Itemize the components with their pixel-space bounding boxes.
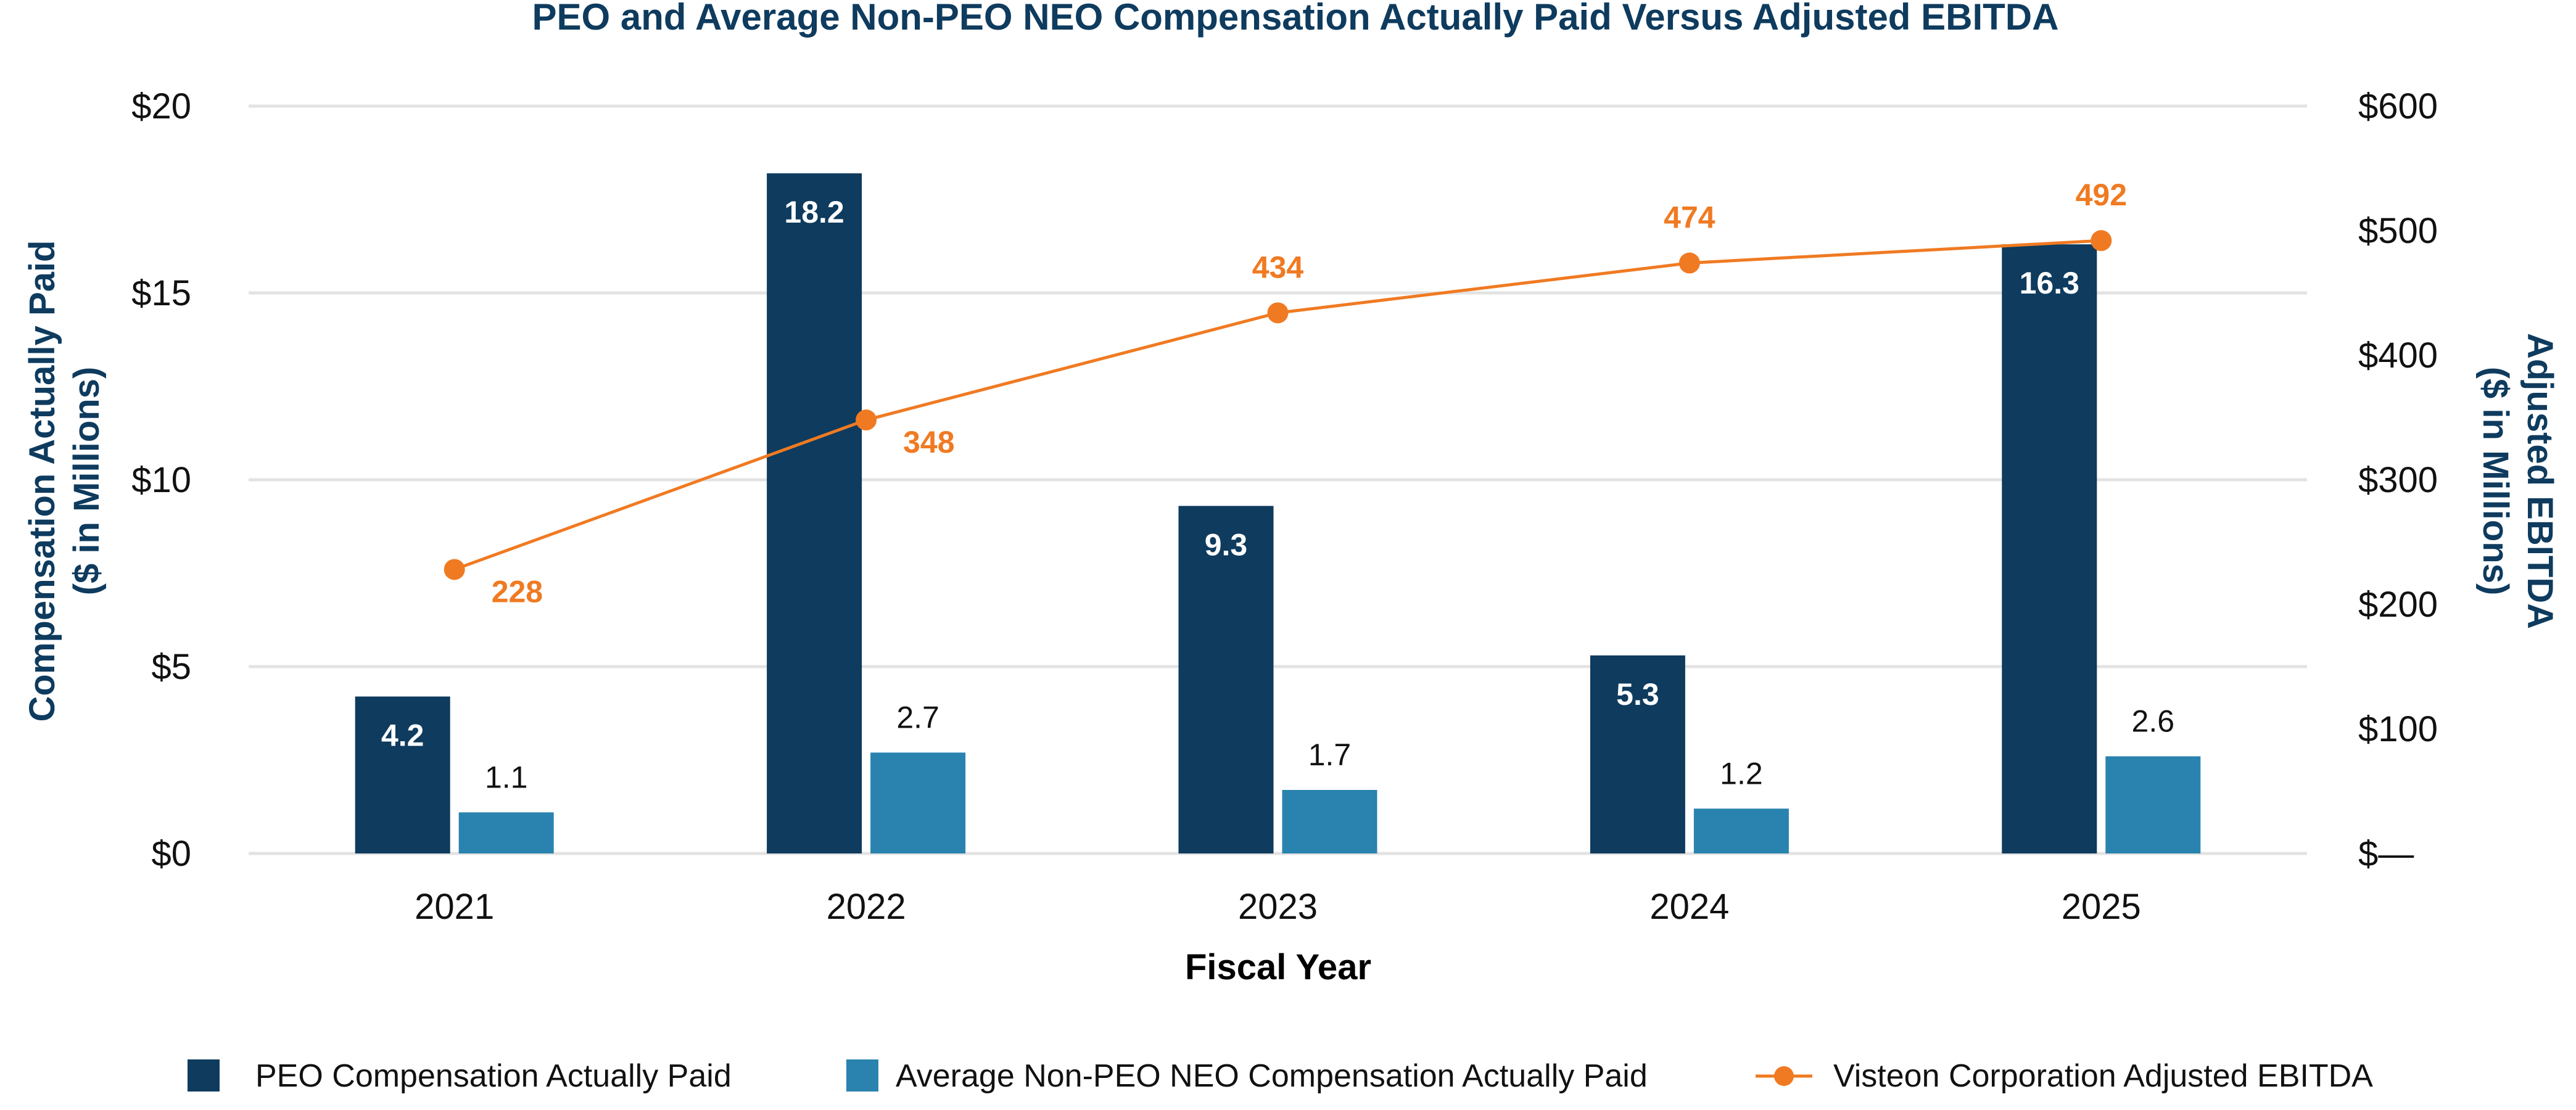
data-label-peo: 9.3 xyxy=(1205,527,1248,562)
legend-label-peo: PEO Compensation Actually Paid xyxy=(255,1058,732,1094)
legend-marker-ebitda xyxy=(1774,1066,1794,1086)
bar-non-peo[interactable] xyxy=(1693,808,1789,853)
ebitda-line-path xyxy=(453,239,2102,571)
data-label-non-peo: 1.7 xyxy=(1308,738,1352,772)
left-tick-label: $20 xyxy=(131,86,191,126)
left-tick-label: $5 xyxy=(151,647,191,687)
bar-peo[interactable] xyxy=(767,173,862,854)
legend-swatch-peo xyxy=(188,1059,220,1092)
x-axis-title: Fiscal Year xyxy=(1185,947,1371,987)
right-tick-label: $300 xyxy=(2358,460,2438,500)
right-tick-label: $600 xyxy=(2358,86,2438,126)
data-label-ebitda: 474 xyxy=(1664,200,1715,235)
bar-non-peo[interactable] xyxy=(1282,789,1377,853)
ebitda-point[interactable] xyxy=(2091,230,2112,252)
bar-non-peo[interactable] xyxy=(2105,756,2201,853)
ebitda-point[interactable] xyxy=(444,559,465,580)
legend-item-ebitda[interactable]: Visteon Corporation Adjusted EBITDA xyxy=(1756,1058,2373,1094)
right-tick-label: $400 xyxy=(2358,335,2438,376)
x-tick-label: 2021 xyxy=(415,887,494,927)
left-tick-label: $0 xyxy=(151,834,191,874)
right-axis-ticks: $— $100 $200 $300 $400 $500 $600 xyxy=(2358,86,2438,874)
data-label-ebitda: 348 xyxy=(903,425,954,459)
legend-item-peo[interactable]: PEO Compensation Actually Paid xyxy=(188,1058,732,1094)
bar-non-peo[interactable] xyxy=(458,812,554,853)
legend: PEO Compensation Actually Paid Average N… xyxy=(188,1058,2373,1094)
left-tick-label: $15 xyxy=(131,273,191,313)
data-label-non-peo: 1.2 xyxy=(1720,756,1763,791)
left-axis-title-line2: ($ in Millions) xyxy=(67,367,107,596)
x-tick-label: 2024 xyxy=(1649,887,1729,927)
data-label-peo: 18.2 xyxy=(784,195,844,229)
data-label-ebitda: 492 xyxy=(2076,178,2127,212)
bar-peo[interactable] xyxy=(1178,506,1274,853)
data-label-non-peo: 1.1 xyxy=(485,760,528,794)
bar-peo[interactable] xyxy=(355,696,450,853)
left-axis-ticks: $0 $5 $10 $15 $20 xyxy=(131,86,191,874)
ebitda-line: 228 348 434 474 492 xyxy=(444,178,2127,609)
data-label-non-peo: 2.6 xyxy=(2132,704,2175,738)
ebitda-point[interactable] xyxy=(856,409,877,431)
ebitda-point[interactable] xyxy=(1267,302,1289,324)
right-tick-label: $200 xyxy=(2358,585,2438,625)
ebitda-point[interactable] xyxy=(1678,252,1700,274)
bar-peo[interactable] xyxy=(1590,655,1685,853)
x-tick-label: 2022 xyxy=(827,887,906,927)
legend-label-ebitda: Visteon Corporation Adjusted EBITDA xyxy=(1833,1058,2373,1094)
x-tick-label: 2025 xyxy=(2062,887,2141,927)
data-label-ebitda: 228 xyxy=(492,574,543,609)
right-axis-title-line1: Adjusted EBITDA xyxy=(2520,333,2560,629)
legend-item-non-peo[interactable]: Average Non-PEO NEO Compensation Actuall… xyxy=(846,1058,1648,1094)
right-tick-label: $— xyxy=(2358,834,2414,874)
data-label-non-peo: 2.7 xyxy=(896,700,939,734)
left-axis-title-line1: Compensation Actually Paid xyxy=(22,240,62,722)
chart-title: PEO and Average Non-PEO NEO Compensation… xyxy=(532,0,2059,38)
x-axis-ticks: 2021 2022 2023 2024 2025 xyxy=(415,887,2141,927)
data-label-ebitda: 434 xyxy=(1252,250,1304,284)
left-tick-label: $10 xyxy=(131,460,191,500)
bar-non-peo[interactable] xyxy=(870,752,966,853)
bar-peo[interactable] xyxy=(2002,244,2097,854)
legend-label-non-peo: Average Non-PEO NEO Compensation Actuall… xyxy=(896,1058,1648,1094)
data-label-peo: 4.2 xyxy=(381,718,424,752)
x-tick-label: 2023 xyxy=(1238,887,1318,927)
bars: 4.2 1.1 18.2 2.7 9.3 1.7 5.3 1.2 16.3 2.6 xyxy=(355,173,2201,854)
legend-swatch-non-peo xyxy=(846,1059,878,1092)
data-label-peo: 16.3 xyxy=(2020,266,2079,300)
right-tick-label: $500 xyxy=(2358,211,2438,251)
data-label-peo: 5.3 xyxy=(1616,677,1659,712)
right-tick-label: $100 xyxy=(2358,709,2438,749)
gridlines xyxy=(249,104,2307,855)
right-axis-title-line2: ($ in Millions) xyxy=(2475,367,2516,596)
